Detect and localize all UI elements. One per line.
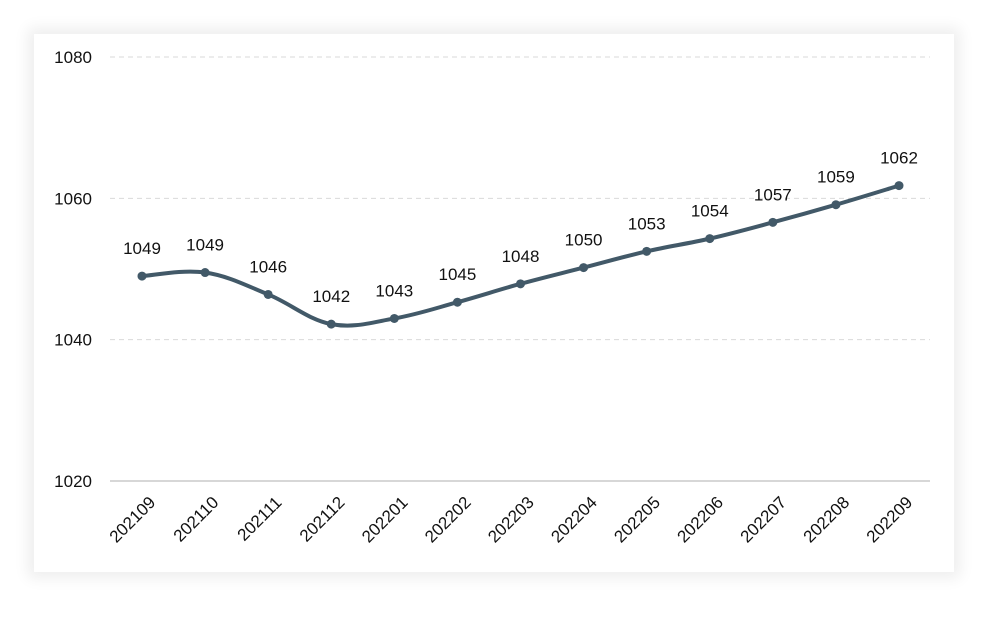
data-label: 1042 xyxy=(312,287,350,306)
data-points xyxy=(137,181,904,329)
x-tick-label: 202207 xyxy=(737,493,791,547)
data-label: 1049 xyxy=(186,236,224,255)
data-label: 1045 xyxy=(439,265,477,284)
data-point xyxy=(642,246,652,256)
data-label: 1050 xyxy=(565,231,603,250)
line-chart: 1020 1040 1060 1080 202109 202110 202111 20211… xyxy=(54,48,930,547)
y-tick-label: 1040 xyxy=(54,331,92,350)
y-tick-label: 1060 xyxy=(54,189,92,208)
x-tick-label: 202209 xyxy=(863,493,917,547)
data-point xyxy=(263,289,273,299)
data-label: 1054 xyxy=(691,202,729,221)
data-point xyxy=(326,319,336,329)
x-tick-label: 202203 xyxy=(484,493,538,547)
x-tick-label: 202206 xyxy=(674,493,728,547)
data-label: 1053 xyxy=(628,214,666,233)
data-label: 1059 xyxy=(817,168,855,187)
x-tick-label: 202205 xyxy=(610,493,664,547)
data-point xyxy=(516,279,525,289)
x-tick-label: 202204 xyxy=(547,493,601,547)
data-point xyxy=(137,271,147,281)
data-labels: 1049 1049 1046 1042 1043 1045 1048 1050 1053 1054… xyxy=(123,149,918,307)
data-point xyxy=(389,313,399,323)
chart-card: 1020 1040 1060 1080 202109 202110 202111 20211… xyxy=(34,34,954,572)
y-tick-label: 1020 xyxy=(54,472,92,491)
x-tick-label: 202202 xyxy=(421,493,475,547)
y-axis-ticks: 1020 1040 1060 1080 xyxy=(54,48,92,491)
data-point xyxy=(579,263,589,273)
data-label: 1046 xyxy=(249,257,287,276)
x-tick-label: 202201 xyxy=(358,493,412,547)
x-tick-label: 202110 xyxy=(170,493,223,546)
x-tick-label: 202112 xyxy=(296,493,349,546)
data-point xyxy=(831,200,841,210)
data-label: 1048 xyxy=(502,247,540,266)
x-tick-label: 202208 xyxy=(800,493,854,547)
y-tick-label: 1080 xyxy=(54,48,92,67)
data-point xyxy=(200,268,210,278)
data-label: 1049 xyxy=(123,239,161,258)
data-label: 1043 xyxy=(375,281,413,300)
x-tick-label: 202111 xyxy=(234,493,286,545)
gridlines xyxy=(110,56,930,341)
data-point xyxy=(894,181,904,191)
x-tick-label: 202109 xyxy=(106,493,160,547)
data-label: 1057 xyxy=(754,185,792,204)
data-label: 1062 xyxy=(880,149,918,168)
data-point xyxy=(452,297,462,307)
data-point xyxy=(705,234,715,244)
x-axis-ticks: 202109 202110 202111 202112 202201 202202 2022… xyxy=(106,493,917,547)
data-point xyxy=(768,217,778,227)
